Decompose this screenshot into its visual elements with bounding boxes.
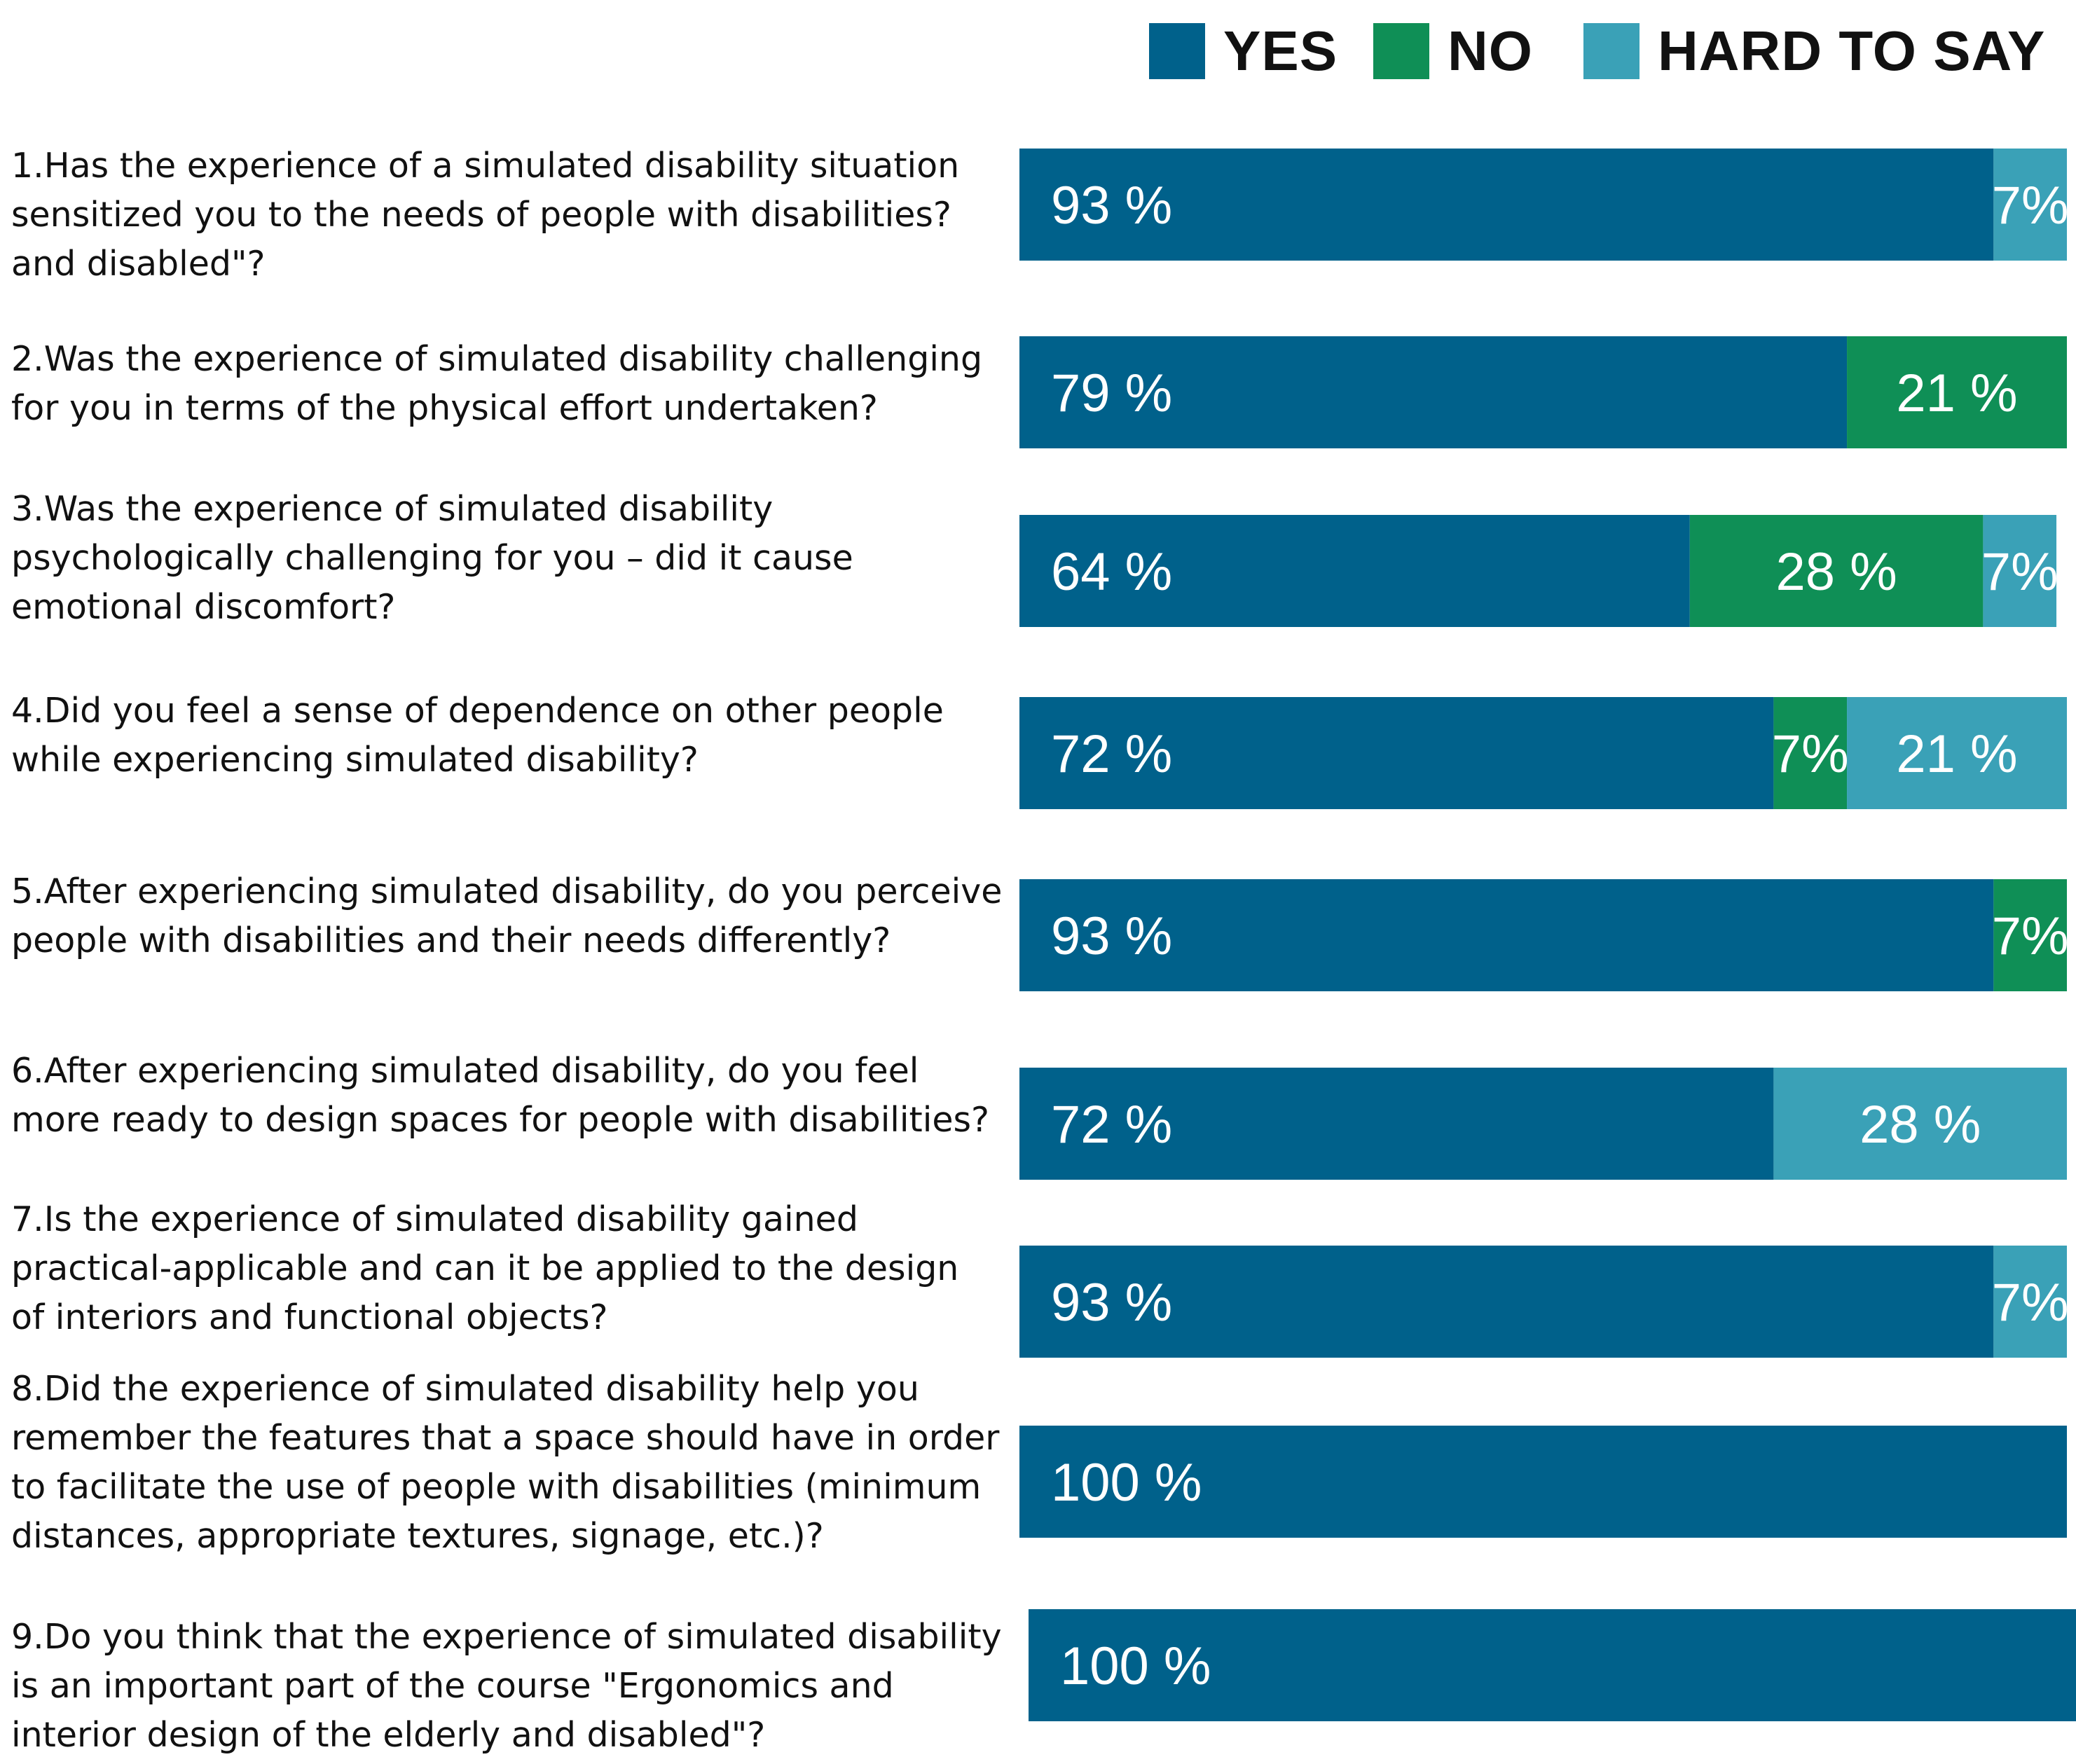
legend-label-no: NO <box>1448 20 1533 82</box>
bar-label-yes-q8: 100 % <box>1051 1453 1202 1513</box>
question-9: 9.Do you think that the experience of si… <box>11 1613 1002 1760</box>
bar-label-yes-q3: 64 % <box>1051 542 1172 602</box>
question-8-line: remember the features that a space shoul… <box>11 1418 1000 1458</box>
question-4: 4.Did you feel a sense of dependence on … <box>11 687 992 785</box>
bar-hard-to-say-q3 <box>1983 515 2057 627</box>
question-7-line: practical-applicable and can it be appli… <box>11 1248 959 1288</box>
question-1-line: and disabled"? <box>11 244 266 284</box>
bar-label-yes-q7: 93 % <box>1051 1273 1172 1332</box>
question-3-line: psychologically challenging for you – di… <box>11 538 853 578</box>
bar-hard-to-say-q6 <box>1773 1068 2067 1180</box>
legend-label-yes: YES <box>1223 20 1338 82</box>
question-4-line: 4.Did you feel a sense of dependence on … <box>11 691 944 731</box>
question-4-line: while experiencing simulated disability? <box>11 740 699 780</box>
question-8-line: to facilitate the use of people with dis… <box>11 1467 982 1507</box>
bar-label-yes-q1: 93 % <box>1051 176 1172 235</box>
bar-no-q4 <box>1773 697 1848 809</box>
bar-yes-q6 <box>1019 1068 1774 1180</box>
question-5: 5.After experiencing simulated disabilit… <box>11 867 1003 965</box>
bar-no-q2 <box>1847 336 2067 448</box>
bar-yes-q2 <box>1019 336 1848 448</box>
bar-label-hard-to-say-q1: 7% <box>1992 176 2069 235</box>
bar-label-no-q4: 7% <box>1772 724 1849 784</box>
question-8: 8.Did the experience of simulated disabi… <box>11 1365 1000 1561</box>
question-7: 7.Is the experience of simulated disabil… <box>11 1195 992 1342</box>
bar-no-q5 <box>1993 879 2067 991</box>
question-8-line: distances, appropriate textures, signage… <box>11 1516 824 1556</box>
bar-hard-to-say-q1 <box>1993 149 2067 261</box>
question-6-line: 6.After experiencing simulated disabilit… <box>11 1051 919 1091</box>
question-1: 1.Has the experience of a simulated disa… <box>11 142 992 289</box>
question-9-line: is an important part of the course "Ergo… <box>11 1666 894 1706</box>
bar-label-hard-to-say-q3: 7% <box>1981 542 2058 602</box>
bar-label-yes-q9: 100 % <box>1060 1636 1211 1696</box>
bar-yes-q8 <box>1019 1426 2067 1538</box>
bar-label-hard-to-say-q4: 21 % <box>1896 724 2017 784</box>
legend-item-yes: YES <box>1149 20 1338 82</box>
bar-label-hard-to-say-q6: 28 % <box>1860 1095 1981 1155</box>
question-2-line: for you in terms of the physical effort … <box>11 388 878 428</box>
bar-yes-q4 <box>1019 697 1774 809</box>
bar-yes-q3 <box>1019 515 1690 627</box>
legend-item-hard-to-say: HARD TO SAY <box>1583 20 2046 82</box>
bar-hard-to-say-q7 <box>1993 1246 2067 1358</box>
question-3-line: emotional discomfort? <box>11 587 396 627</box>
question-8-line: 8.Did the experience of simulated disabi… <box>11 1369 919 1409</box>
legend-swatch-yes <box>1149 23 1205 79</box>
bar-yes-q5 <box>1019 879 1994 991</box>
legend-swatch-no <box>1373 23 1429 79</box>
bar-hard-to-say-q4 <box>1847 697 2067 809</box>
bar-label-yes-q5: 93 % <box>1051 907 1172 966</box>
question-5-line: people with disabilities and their needs… <box>11 921 891 960</box>
bar-label-no-q2: 21 % <box>1896 364 2017 423</box>
question-9-line: 9.Do you think that the experience of si… <box>11 1617 1002 1657</box>
question-6: 6.After experiencing simulated disabilit… <box>11 1047 992 1145</box>
bar-yes-q1 <box>1019 149 1994 261</box>
question-1-line: 1.Has the experience of a simulated disa… <box>11 146 960 186</box>
question-6-line: more ready to design spaces for people w… <box>11 1100 990 1140</box>
bar-yes-q9 <box>1029 1609 2076 1721</box>
legend-item-no: NO <box>1373 20 1533 82</box>
bar-yes-q7 <box>1019 1246 1994 1358</box>
question-7-line: of interiors and functional objects? <box>11 1297 608 1337</box>
bar-no-q3 <box>1689 515 1984 627</box>
question-3: 3.Was the experience of simulated disabi… <box>11 485 992 632</box>
bar-label-yes-q6: 72 % <box>1051 1095 1172 1155</box>
question-5-line: 5.After experiencing simulated disabilit… <box>11 871 1003 911</box>
question-7-line: 7.Is the experience of simulated disabil… <box>11 1199 858 1239</box>
bar-label-yes-q2: 79 % <box>1051 364 1172 423</box>
question-3-line: 3.Was the experience of simulated disabi… <box>11 489 774 529</box>
legend-label-hard-to-say: HARD TO SAY <box>1658 20 2046 82</box>
legend-swatch-hard-to-say <box>1583 23 1640 79</box>
bar-label-no-q3: 28 % <box>1775 542 1897 602</box>
question-2: 2.Was the experience of simulated disabi… <box>11 335 992 433</box>
question-1-line: sensitized you to the needs of people wi… <box>11 195 951 235</box>
question-9-line: interior design of the elderly and disab… <box>11 1715 766 1755</box>
bar-label-hard-to-say-q7: 7% <box>1992 1273 2069 1332</box>
bar-label-yes-q4: 72 % <box>1051 724 1172 784</box>
bar-label-no-q5: 7% <box>1992 907 2069 966</box>
question-2-line: 2.Was the experience of simulated disabi… <box>11 339 983 379</box>
